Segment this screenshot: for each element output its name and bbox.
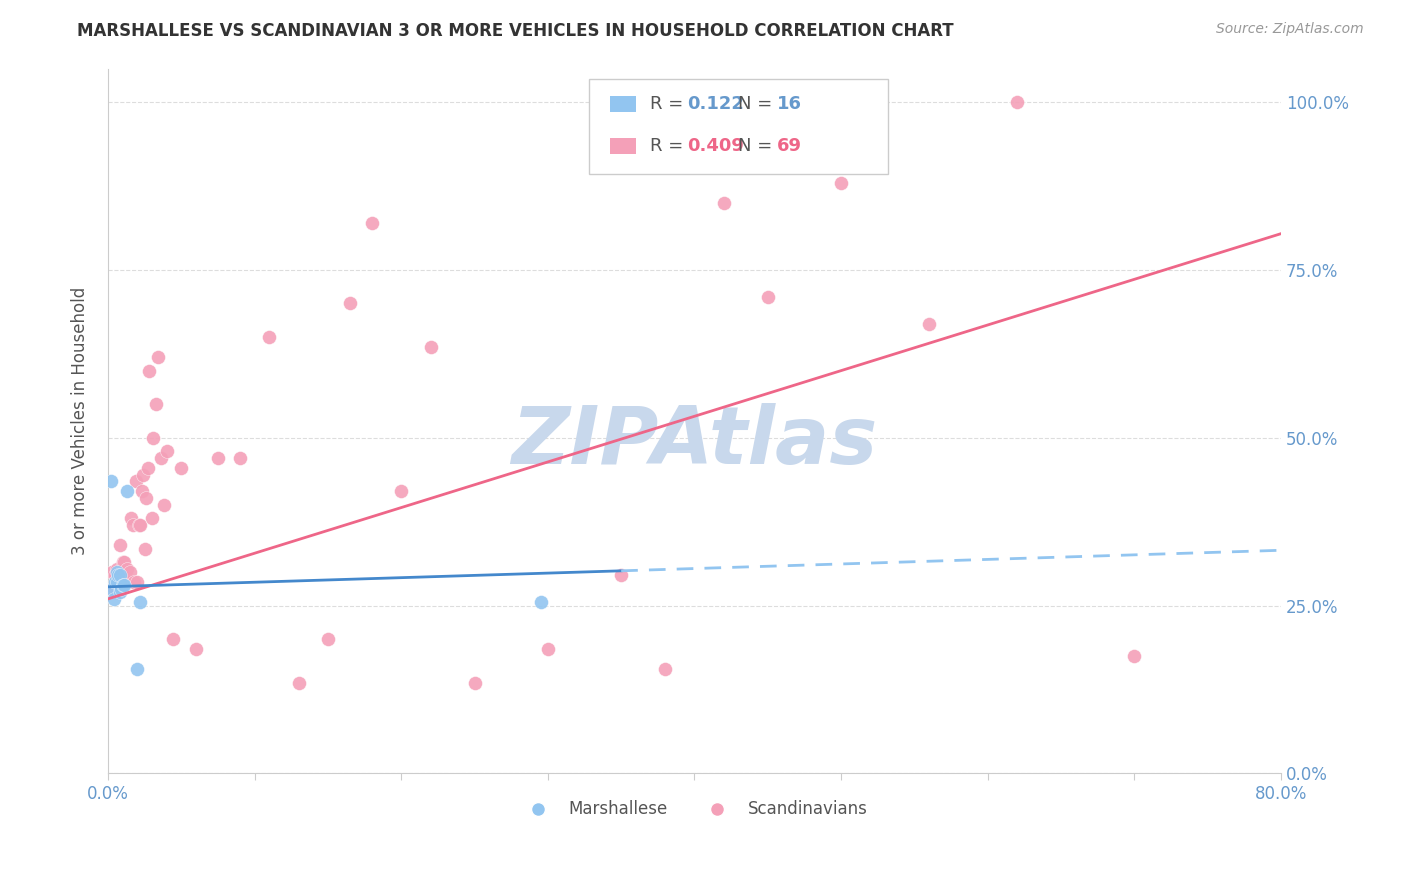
Text: 0.122: 0.122 bbox=[688, 95, 744, 112]
Text: N =: N = bbox=[738, 137, 778, 155]
Point bbox=[610, 568, 633, 582]
Point bbox=[141, 511, 163, 525]
Point bbox=[918, 317, 941, 331]
Point bbox=[103, 582, 125, 596]
Point bbox=[131, 484, 153, 499]
Point bbox=[107, 568, 129, 582]
Legend: Marshallese, Scandinavians: Marshallese, Scandinavians bbox=[515, 794, 875, 825]
Point bbox=[529, 595, 551, 609]
FancyBboxPatch shape bbox=[589, 79, 889, 174]
Text: ZIPAtlas: ZIPAtlas bbox=[512, 403, 877, 481]
Point bbox=[419, 340, 441, 354]
Point bbox=[1005, 95, 1028, 109]
Point bbox=[316, 632, 339, 647]
Point bbox=[105, 565, 128, 579]
Text: Source: ZipAtlas.com: Source: ZipAtlas.com bbox=[1216, 22, 1364, 37]
Text: MARSHALLESE VS SCANDINAVIAN 3 OR MORE VEHICLES IN HOUSEHOLD CORRELATION CHART: MARSHALLESE VS SCANDINAVIAN 3 OR MORE VE… bbox=[77, 22, 953, 40]
Point bbox=[830, 176, 852, 190]
Point bbox=[361, 216, 384, 230]
Point bbox=[756, 290, 779, 304]
FancyBboxPatch shape bbox=[610, 96, 636, 112]
Point bbox=[125, 475, 148, 489]
Point bbox=[101, 565, 124, 579]
Text: N =: N = bbox=[738, 95, 778, 112]
Point bbox=[110, 565, 132, 579]
Point bbox=[287, 675, 309, 690]
Point bbox=[104, 575, 127, 590]
Point bbox=[162, 632, 184, 647]
Point bbox=[115, 562, 138, 576]
Point bbox=[537, 642, 560, 657]
Point bbox=[339, 296, 361, 310]
Point bbox=[111, 578, 134, 592]
Point bbox=[112, 578, 135, 592]
Point bbox=[184, 642, 207, 657]
Point bbox=[122, 518, 145, 533]
Point bbox=[103, 591, 125, 606]
Point bbox=[145, 397, 167, 411]
Point bbox=[111, 555, 134, 569]
Text: 16: 16 bbox=[776, 95, 801, 112]
Point bbox=[100, 582, 122, 596]
Point bbox=[129, 595, 152, 609]
Point bbox=[146, 350, 169, 364]
Point bbox=[464, 675, 486, 690]
Point bbox=[138, 363, 160, 377]
Point bbox=[127, 662, 149, 676]
Y-axis label: 3 or more Vehicles in Household: 3 or more Vehicles in Household bbox=[72, 287, 89, 555]
Point bbox=[127, 575, 149, 590]
Point bbox=[170, 461, 193, 475]
Point bbox=[156, 444, 179, 458]
Point bbox=[713, 195, 735, 210]
Point bbox=[120, 511, 142, 525]
Text: 69: 69 bbox=[776, 137, 801, 155]
Point bbox=[654, 662, 676, 676]
Point bbox=[132, 467, 155, 482]
Point bbox=[100, 475, 122, 489]
Point bbox=[118, 565, 141, 579]
Point bbox=[105, 575, 128, 590]
Point bbox=[136, 461, 159, 475]
Point bbox=[207, 450, 229, 465]
Point bbox=[107, 575, 129, 590]
Point bbox=[229, 450, 252, 465]
Point bbox=[1123, 648, 1146, 663]
Text: R =: R = bbox=[650, 137, 689, 155]
Point bbox=[128, 518, 150, 533]
Text: 0.409: 0.409 bbox=[688, 137, 744, 155]
Point bbox=[152, 498, 174, 512]
Point bbox=[115, 484, 138, 499]
FancyBboxPatch shape bbox=[610, 138, 636, 153]
Point bbox=[129, 518, 152, 533]
Point bbox=[135, 491, 157, 505]
Point bbox=[104, 568, 127, 582]
Point bbox=[114, 568, 136, 582]
Point bbox=[259, 330, 281, 344]
Point bbox=[101, 582, 124, 596]
Point bbox=[112, 555, 135, 569]
Point bbox=[108, 568, 131, 582]
Point bbox=[149, 450, 172, 465]
Point bbox=[108, 585, 131, 599]
Point bbox=[142, 431, 165, 445]
Point bbox=[389, 484, 412, 499]
Point bbox=[105, 562, 128, 576]
Point bbox=[134, 541, 156, 556]
Point bbox=[110, 582, 132, 596]
Text: R =: R = bbox=[650, 95, 689, 112]
Point bbox=[117, 575, 139, 590]
Point bbox=[124, 575, 146, 590]
Point bbox=[108, 538, 131, 552]
